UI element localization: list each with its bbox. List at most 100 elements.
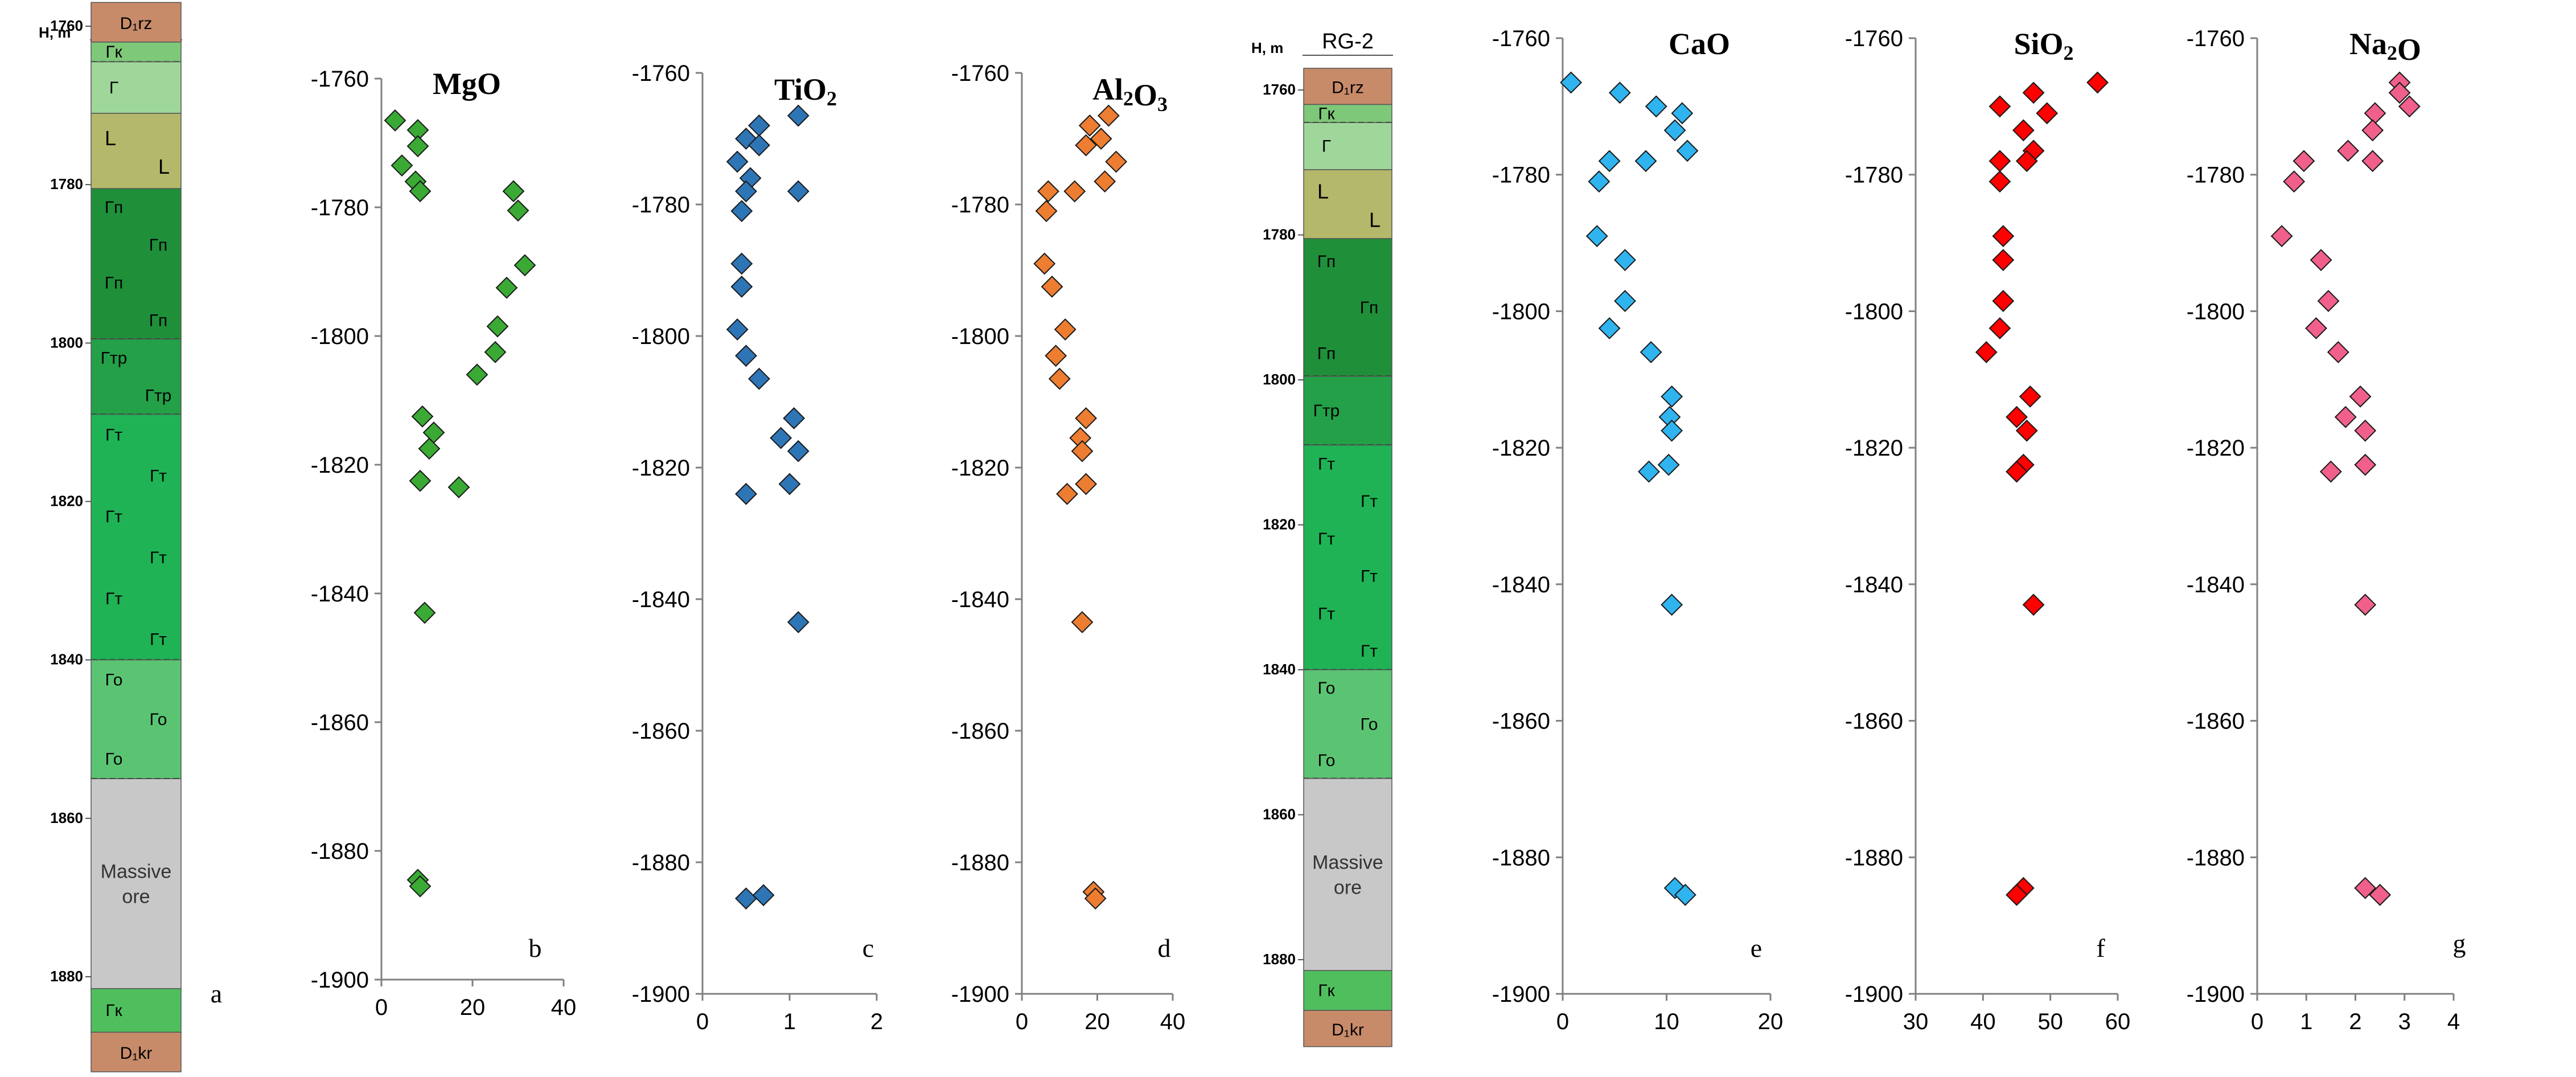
data-point bbox=[1056, 482, 1078, 505]
data-point bbox=[2317, 290, 2340, 312]
layer-label: Го bbox=[1318, 751, 1336, 770]
data-point bbox=[730, 275, 753, 298]
data-point bbox=[391, 154, 413, 177]
data-point bbox=[2354, 593, 2377, 616]
depth-tick-label: 1880 bbox=[50, 968, 83, 985]
depth-tick-label: 1820 bbox=[50, 493, 83, 510]
panel-d: -1760 -1780 -1800 -1820 -1840 -1860 -1880 -1900… bbox=[951, 61, 1186, 1034]
panel-letter: g bbox=[2453, 929, 2466, 958]
layer-l bbox=[91, 113, 182, 189]
data-point bbox=[409, 875, 432, 898]
y-tick-label: -1760 bbox=[951, 61, 1009, 86]
layer-label: Гт bbox=[1361, 492, 1378, 511]
y-tick-label: -1760 bbox=[1845, 26, 1903, 51]
layer-label: ore bbox=[122, 886, 150, 908]
y-tick-label: -1860 bbox=[1845, 709, 1903, 734]
layer-label: Гт bbox=[150, 630, 167, 649]
x-tick-label: 20 bbox=[1758, 1009, 1784, 1034]
x-tick-label: 60 bbox=[2105, 1009, 2131, 1034]
chart-title: SiO2 bbox=[2014, 27, 2073, 64]
layer-d1kr bbox=[1303, 1010, 1392, 1047]
data-point bbox=[507, 199, 529, 222]
layer-label: Гтр bbox=[101, 349, 128, 367]
data-point bbox=[2361, 119, 2384, 142]
data-point bbox=[735, 887, 757, 910]
y-tick-label: -1840 bbox=[951, 587, 1009, 612]
depth-tick-label: 1860 bbox=[50, 809, 83, 826]
data-point bbox=[787, 611, 810, 633]
data-point bbox=[1634, 150, 1657, 173]
x-tick-label: 30 bbox=[1903, 1009, 1929, 1034]
data-point bbox=[730, 200, 753, 222]
x-tick-label: 0 bbox=[2251, 1009, 2263, 1034]
data-point bbox=[2349, 385, 2372, 408]
layer-gp bbox=[91, 188, 182, 340]
data-point bbox=[495, 276, 518, 299]
y-tick-label: -1800 bbox=[1845, 299, 1903, 324]
data-point bbox=[2019, 385, 2041, 408]
layer-label: ore bbox=[1334, 877, 1362, 898]
depth-tick-label: 1880 bbox=[1263, 951, 1296, 968]
data-point bbox=[1598, 317, 1621, 339]
layer-label: Massive bbox=[101, 861, 172, 883]
layer-label: Гк bbox=[105, 43, 122, 62]
layer-l bbox=[1303, 169, 1392, 239]
layer-label: Гтр bbox=[145, 386, 172, 405]
layer-label: Го bbox=[105, 750, 123, 769]
layer-label: Гт bbox=[1318, 530, 1335, 548]
data-point bbox=[1585, 225, 1608, 247]
x-tick-label: 0 bbox=[1016, 1009, 1028, 1034]
data-point bbox=[748, 367, 770, 390]
data-point bbox=[2369, 883, 2392, 906]
data-point bbox=[1048, 367, 1071, 390]
data-point bbox=[1657, 453, 1680, 476]
y-tick-label: -1760 bbox=[632, 61, 690, 86]
data-point bbox=[2015, 150, 2038, 173]
x-tick-label: 20 bbox=[460, 995, 486, 1020]
data-point bbox=[1560, 71, 1583, 94]
data-point bbox=[1989, 317, 2011, 339]
chart-title: CaO bbox=[1669, 27, 1730, 61]
depth-tick-label: 1860 bbox=[1263, 806, 1296, 823]
data-point bbox=[2354, 877, 2377, 899]
data-point bbox=[752, 884, 775, 907]
layer-gk_top bbox=[91, 42, 182, 63]
data-point bbox=[1041, 275, 1063, 298]
x-tick-label: 1 bbox=[2300, 1009, 2312, 1034]
data-point bbox=[1094, 170, 1116, 193]
y-tick-label: -1860 bbox=[1492, 709, 1550, 734]
y-tick-label: -1800 bbox=[951, 324, 1009, 349]
x-tick-label: 40 bbox=[1970, 1009, 1996, 1034]
x-tick-label: 20 bbox=[1084, 1009, 1110, 1034]
layer-label: Гт bbox=[1318, 454, 1335, 473]
layer-label: D₁kr bbox=[1332, 1021, 1364, 1039]
y-tick-label: -1840 bbox=[632, 587, 690, 612]
data-point bbox=[2022, 81, 2045, 104]
data-point bbox=[2292, 150, 2315, 173]
data-point bbox=[1614, 249, 1636, 271]
data-point bbox=[1071, 440, 1094, 462]
panel-letter: c bbox=[862, 933, 874, 963]
data-point bbox=[2364, 102, 2386, 125]
panel-g: -1760 -1780 -1800 -1820 -1840 -1860 -1880 -1900… bbox=[2187, 26, 2466, 1034]
layer-label: L bbox=[158, 155, 170, 178]
data-point bbox=[422, 421, 445, 444]
y-tick-label: -1900 bbox=[2187, 982, 2245, 1007]
data-point bbox=[787, 180, 810, 203]
data-point bbox=[770, 427, 792, 449]
y-tick-label: -1880 bbox=[951, 850, 1009, 875]
data-point bbox=[735, 180, 757, 203]
y-tick-label: -1900 bbox=[632, 982, 690, 1007]
data-point bbox=[1989, 170, 2011, 193]
layer-gk_bot bbox=[1303, 970, 1392, 1011]
data-point bbox=[1975, 341, 1998, 363]
y-tick-label: -1820 bbox=[1845, 436, 1903, 461]
data-point bbox=[1588, 170, 1610, 193]
x-tick-label: 0 bbox=[1556, 1009, 1569, 1034]
layer-ore bbox=[1303, 778, 1392, 971]
data-point bbox=[2361, 150, 2384, 173]
layer-label: L bbox=[1317, 179, 1329, 203]
data-point bbox=[1663, 119, 1686, 142]
layer-g_light bbox=[91, 61, 182, 114]
data-point bbox=[1084, 887, 1107, 910]
